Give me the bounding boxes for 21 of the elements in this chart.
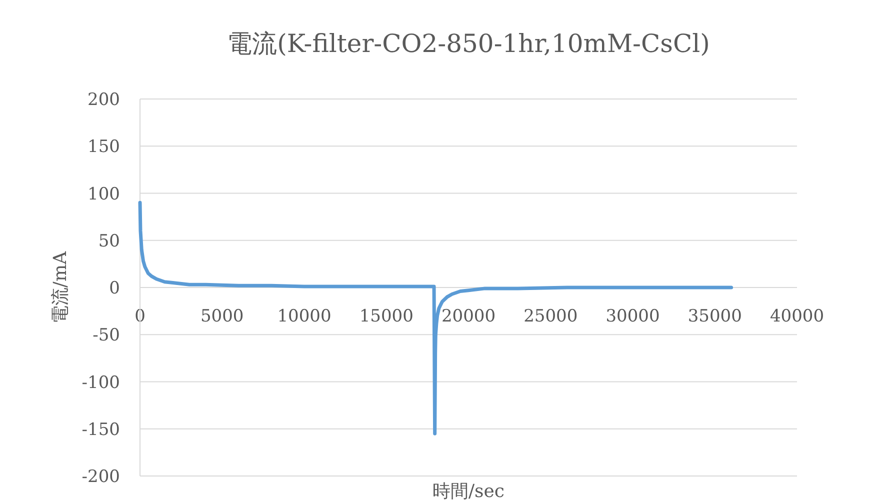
y-tick-label: 50 [98, 231, 120, 252]
x-tick-label: 40000 [770, 306, 824, 326]
x-tick-label: 0 [134, 306, 146, 326]
y-tick-label: 150 [88, 137, 120, 158]
y-tick-label: -150 [82, 420, 120, 440]
x-tick-label: 5000 [200, 306, 244, 326]
y-tick-label: -200 [82, 467, 120, 487]
y-tick-label: -100 [82, 372, 120, 393]
x-tick-label: 25000 [524, 306, 578, 326]
x-tick-label: 35000 [688, 306, 742, 326]
y-tick-label: -50 [92, 326, 120, 346]
x-tick-label: 15000 [359, 306, 414, 326]
x-axis-title: 時間/sec [432, 481, 505, 502]
y-tick-label: 0 [109, 278, 120, 298]
x-tick-label: 10000 [277, 306, 332, 326]
x-tick-label: 30000 [606, 306, 660, 326]
x-tick-label: 20000 [441, 306, 496, 326]
y-axis-title: 電流/mA [50, 250, 71, 324]
y-tick-label: 100 [88, 184, 120, 204]
y-tick-label: 200 [88, 90, 120, 110]
chart-title: 電流(K-filter-CO2-850-1hr,10mM-CsCl) [227, 29, 710, 58]
